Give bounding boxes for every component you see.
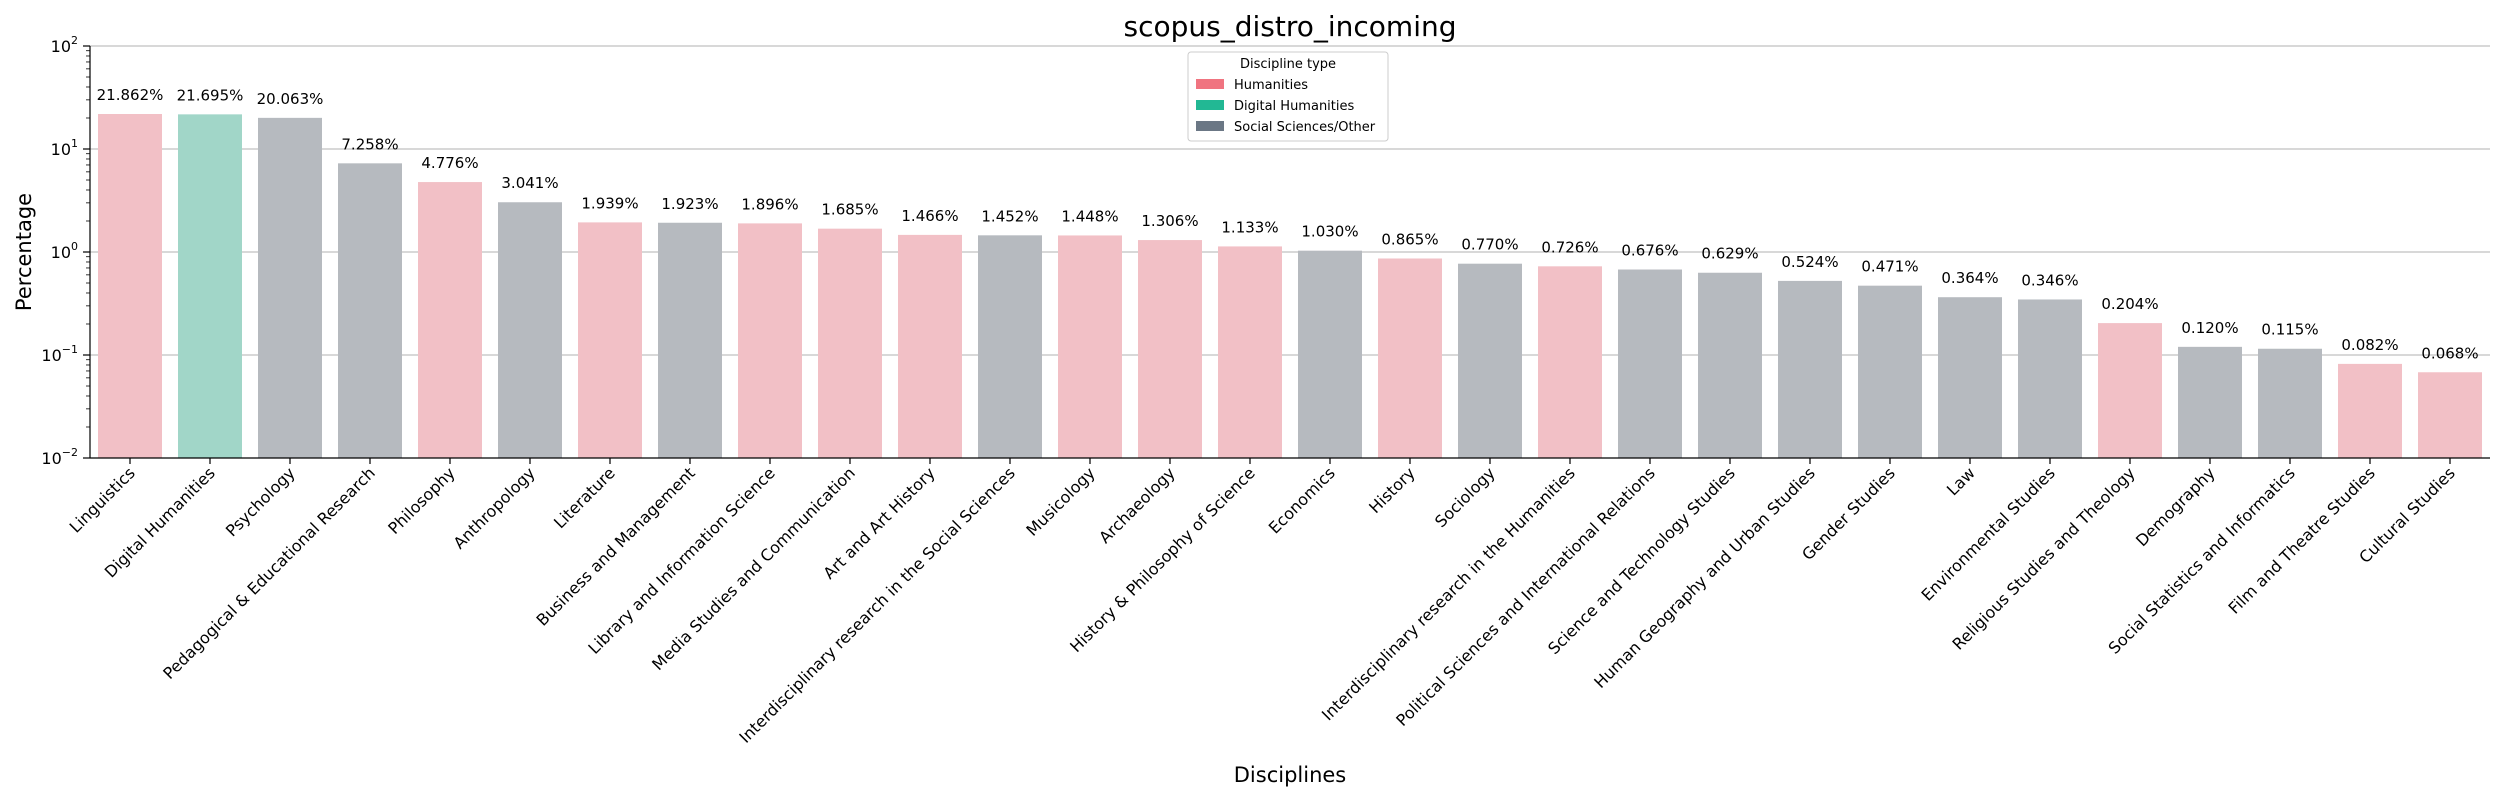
bars-group [98, 114, 2482, 459]
bar [1538, 266, 1602, 458]
bar-value-label: 1.448% [1061, 207, 1118, 225]
y-tick-label: 102 [51, 34, 78, 56]
bar [1778, 280, 1842, 458]
bar [1218, 246, 1282, 458]
legend-label: Digital Humanities [1234, 99, 1354, 114]
bar [1378, 258, 1442, 458]
bar [178, 114, 242, 459]
bar-value-label: 0.115% [2261, 321, 2318, 339]
legend-label: Social Sciences/Other [1234, 120, 1376, 135]
bar-value-label: 0.082% [2341, 336, 2398, 354]
bar [1458, 263, 1522, 458]
bar [258, 117, 322, 459]
bar [1858, 285, 1922, 458]
bar-value-label: 0.629% [1701, 245, 1758, 263]
bar [738, 223, 802, 458]
bar-value-label: 1.923% [661, 195, 718, 213]
bar [1058, 235, 1122, 458]
legend-swatch [1196, 100, 1224, 110]
gridlines [90, 45, 2490, 459]
bar [978, 235, 1042, 458]
y-tick-exponent: 0 [71, 240, 78, 253]
bar [338, 163, 402, 458]
bar-value-labels: 21.862% 21.695% 20.063% 7.258% 4.776% 3.041% 1… [97, 86, 2479, 362]
bar-value-label: 0.726% [1541, 238, 1598, 256]
bar-value-label: 1.030% [1301, 223, 1358, 241]
bar-value-label: 0.120% [2181, 319, 2238, 337]
bar-value-label: 1.939% [581, 194, 638, 212]
legend-swatch [1196, 79, 1224, 89]
x-axis-label: Disciplines [1234, 763, 1347, 787]
legend-entries: Humanities Digital Humanities Social Scien… [1196, 78, 1376, 135]
bar [1698, 272, 1762, 458]
y-tick-base: 10 [41, 346, 61, 365]
bar-value-label: 0.346% [2021, 271, 2078, 289]
bar-value-label: 1.133% [1221, 218, 1278, 236]
bar [658, 222, 722, 458]
bar-value-label: 1.685% [821, 201, 878, 219]
y-axis-label: Percentage [12, 193, 36, 311]
legend-swatch [1196, 121, 1224, 131]
bar [98, 114, 162, 459]
chart-title: scopus_distro_incoming [1124, 10, 1457, 43]
y-tick-base: 10 [51, 243, 71, 262]
bar-value-label: 21.695% [177, 86, 244, 104]
bar [2178, 346, 2242, 458]
y-tick-base: 10 [51, 37, 71, 56]
bar-value-label: 0.865% [1381, 230, 1438, 248]
y-tick-label: 101 [51, 137, 78, 159]
y-tick-exponent: 1 [71, 137, 78, 150]
bar-value-label: 0.204% [2101, 295, 2158, 313]
bar-value-label: 0.068% [2421, 344, 2478, 362]
bar-value-label: 1.306% [1141, 212, 1198, 230]
legend-title: Discipline type [1240, 57, 1336, 72]
bar-value-label: 0.364% [1941, 269, 1998, 287]
bar [2018, 299, 2082, 458]
y-tick-label: 100 [51, 240, 78, 262]
bar-value-label: 0.770% [1461, 236, 1518, 254]
bar [2098, 323, 2162, 458]
y-tick-exponent: −1 [62, 343, 78, 356]
bar-value-label: 1.896% [741, 195, 798, 213]
y-tick-exponent: 2 [71, 34, 78, 47]
bar-value-label: 1.466% [901, 207, 958, 225]
bar [1618, 269, 1682, 458]
bar [898, 234, 962, 458]
bar-value-label: 0.676% [1621, 242, 1678, 260]
bar [418, 182, 482, 458]
bar-value-label: 7.258% [341, 135, 398, 153]
bar-value-label: 0.524% [1781, 253, 1838, 271]
bar-value-label: 1.452% [981, 207, 1038, 225]
legend-frame [1187, 51, 1389, 142]
bar [818, 228, 882, 458]
bar [578, 222, 642, 458]
y-tick-label: 10−1 [41, 343, 78, 365]
bar [1298, 250, 1362, 458]
bar-value-label: 0.471% [1861, 258, 1918, 276]
bar [2258, 348, 2322, 458]
bar-value-label: 3.041% [501, 174, 558, 192]
legend-label: Humanities [1234, 78, 1308, 93]
bar-value-label: 4.776% [421, 154, 478, 172]
bar-value-label: 20.063% [257, 90, 324, 108]
bar [2418, 372, 2482, 458]
bar-value-label: 21.862% [97, 86, 164, 104]
legend: Discipline type Humanities Digital Humani… [1187, 51, 1389, 142]
bar [498, 202, 562, 458]
bar [1138, 240, 1202, 458]
bar [1938, 297, 2002, 458]
y-tick-base: 10 [41, 449, 61, 468]
y-tick-base: 10 [51, 140, 71, 159]
bar [2338, 363, 2402, 458]
y-tick-label: 10−2 [41, 446, 78, 468]
y-tick-exponent: −2 [62, 446, 78, 459]
